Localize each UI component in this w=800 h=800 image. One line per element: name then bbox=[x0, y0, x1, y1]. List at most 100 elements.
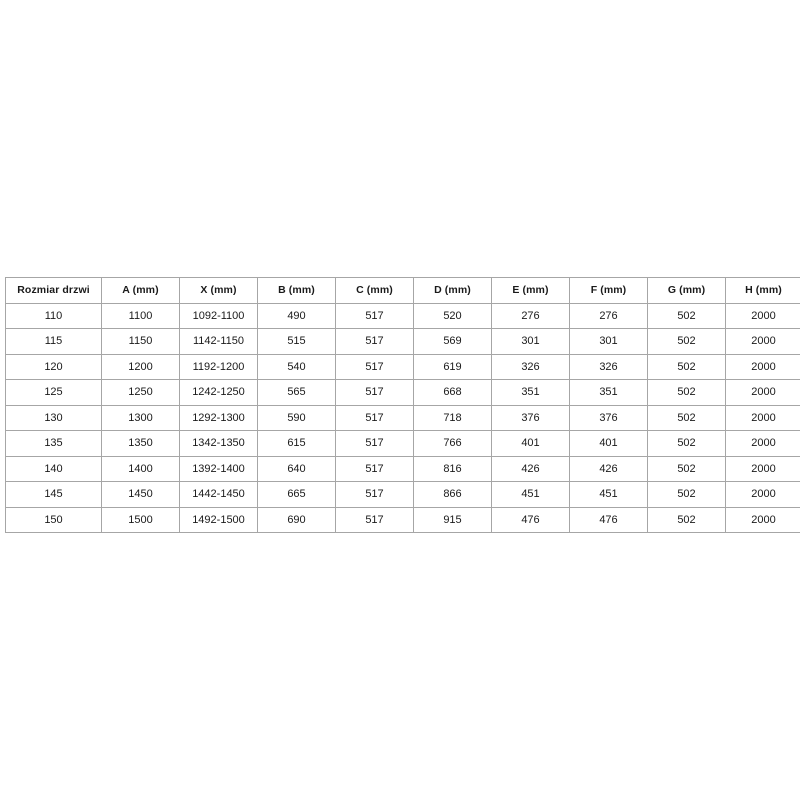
table-header: Rozmiar drzwi A (mm) X (mm) B (mm) C (mm) D (… bbox=[5, 277, 800, 304]
table-cell: 401 bbox=[491, 430, 570, 457]
table-cell: 2000 bbox=[725, 379, 800, 406]
table-cell: 2000 bbox=[725, 353, 800, 380]
table-cell: 590 bbox=[257, 404, 336, 431]
table-cell: 1192-1200 bbox=[179, 353, 258, 380]
table-cell: 1092-1100 bbox=[179, 302, 258, 329]
table-cell: 502 bbox=[647, 455, 726, 482]
table-cell: 326 bbox=[569, 353, 648, 380]
table-row: 125 1250 1242-1250 565 517 668 351 351 502 2000 bbox=[5, 379, 800, 406]
table-cell: 1350 bbox=[101, 430, 180, 457]
table-cell: 502 bbox=[647, 404, 726, 431]
table-cell: 276 bbox=[569, 302, 648, 329]
table-cell: 1292-1300 bbox=[179, 404, 258, 431]
table-cell-door-size: 130 bbox=[5, 404, 102, 431]
table-cell: 376 bbox=[491, 404, 570, 431]
table-cell: 426 bbox=[491, 455, 570, 482]
table-cell-door-size: 110 bbox=[5, 302, 102, 329]
table-cell: 915 bbox=[413, 506, 492, 533]
table-column-header: X (mm) bbox=[179, 277, 258, 304]
table-cell: 640 bbox=[257, 455, 336, 482]
table-cell-door-size: 140 bbox=[5, 455, 102, 482]
table-cell: 326 bbox=[491, 353, 570, 380]
table-cell: 615 bbox=[257, 430, 336, 457]
table-cell: 502 bbox=[647, 430, 726, 457]
table-cell: 376 bbox=[569, 404, 648, 431]
table-row: 135 1350 1342-1350 615 517 766 401 401 502 2000 bbox=[5, 430, 800, 457]
table-cell: 2000 bbox=[725, 328, 800, 355]
table-cell: 1392-1400 bbox=[179, 455, 258, 482]
table-cell: 540 bbox=[257, 353, 336, 380]
table-cell: 2000 bbox=[725, 302, 800, 329]
table-cell: 276 bbox=[491, 302, 570, 329]
table-cell: 301 bbox=[569, 328, 648, 355]
table-cell: 502 bbox=[647, 379, 726, 406]
table-cell: 517 bbox=[335, 404, 414, 431]
table-cell: 718 bbox=[413, 404, 492, 431]
table-cell: 2000 bbox=[725, 430, 800, 457]
table-cell: 766 bbox=[413, 430, 492, 457]
table-cell: 690 bbox=[257, 506, 336, 533]
table-column-header: Rozmiar drzwi bbox=[5, 277, 102, 304]
table-cell: 1250 bbox=[101, 379, 180, 406]
table-cell: 1200 bbox=[101, 353, 180, 380]
table-cell: 401 bbox=[569, 430, 648, 457]
table-cell: 1400 bbox=[101, 455, 180, 482]
door-size-specification-table: Rozmiar drzwi A (mm) X (mm) B (mm) C (mm) D (… bbox=[5, 277, 800, 533]
table-cell: 517 bbox=[335, 353, 414, 380]
table-column-header: A (mm) bbox=[101, 277, 180, 304]
table-cell: 619 bbox=[413, 353, 492, 380]
table-cell: 301 bbox=[491, 328, 570, 355]
table-cell: 476 bbox=[569, 506, 648, 533]
table-cell: 351 bbox=[491, 379, 570, 406]
table-body: 110 1100 1092-1100 490 517 520 276 276 502 2000 11… bbox=[5, 302, 800, 533]
table-cell: 1492-1500 bbox=[179, 506, 258, 533]
table-cell: 520 bbox=[413, 302, 492, 329]
table-cell: 517 bbox=[335, 328, 414, 355]
table-cell: 1450 bbox=[101, 481, 180, 508]
table-cell-door-size: 120 bbox=[5, 353, 102, 380]
table-column-header: H (mm) bbox=[725, 277, 800, 304]
table-cell: 502 bbox=[647, 302, 726, 329]
table-cell: 351 bbox=[569, 379, 648, 406]
table-column-header: F (mm) bbox=[569, 277, 648, 304]
table-cell: 2000 bbox=[725, 404, 800, 431]
table-cell: 2000 bbox=[725, 481, 800, 508]
table-cell: 517 bbox=[335, 481, 414, 508]
table-cell: 1242-1250 bbox=[179, 379, 258, 406]
table-cell: 2000 bbox=[725, 455, 800, 482]
table-cell: 502 bbox=[647, 481, 726, 508]
table-column-header: C (mm) bbox=[335, 277, 414, 304]
table-cell-door-size: 135 bbox=[5, 430, 102, 457]
table-header-row: Rozmiar drzwi A (mm) X (mm) B (mm) C (mm) D (… bbox=[5, 277, 800, 304]
table-cell: 816 bbox=[413, 455, 492, 482]
table-cell: 517 bbox=[335, 430, 414, 457]
table-row: 110 1100 1092-1100 490 517 520 276 276 502 2000 bbox=[5, 302, 800, 329]
table-cell: 866 bbox=[413, 481, 492, 508]
table-cell: 565 bbox=[257, 379, 336, 406]
table-cell: 517 bbox=[335, 302, 414, 329]
table-column-header: G (mm) bbox=[647, 277, 726, 304]
table-row: 115 1150 1142-1150 515 517 569 301 301 502 2000 bbox=[5, 328, 800, 355]
table-cell: 1300 bbox=[101, 404, 180, 431]
table-cell-door-size: 145 bbox=[5, 481, 102, 508]
table-column-header: D (mm) bbox=[413, 277, 492, 304]
table-row: 145 1450 1442-1450 665 517 866 451 451 502 2000 bbox=[5, 481, 800, 508]
table-row: 140 1400 1392-1400 640 517 816 426 426 502 2000 bbox=[5, 455, 800, 482]
table-cell: 1500 bbox=[101, 506, 180, 533]
table-cell: 1100 bbox=[101, 302, 180, 329]
table-cell: 502 bbox=[647, 506, 726, 533]
table-cell-door-size: 115 bbox=[5, 328, 102, 355]
table-cell: 668 bbox=[413, 379, 492, 406]
table-row: 120 1200 1192-1200 540 517 619 326 326 502 2000 bbox=[5, 353, 800, 380]
table-cell: 476 bbox=[491, 506, 570, 533]
table-cell: 1342-1350 bbox=[179, 430, 258, 457]
table-cell: 426 bbox=[569, 455, 648, 482]
table-cell: 517 bbox=[335, 455, 414, 482]
table-cell-door-size: 125 bbox=[5, 379, 102, 406]
table-column-header: B (mm) bbox=[257, 277, 336, 304]
table-cell: 451 bbox=[491, 481, 570, 508]
table-cell: 517 bbox=[335, 506, 414, 533]
table-cell: 515 bbox=[257, 328, 336, 355]
table-cell: 490 bbox=[257, 302, 336, 329]
